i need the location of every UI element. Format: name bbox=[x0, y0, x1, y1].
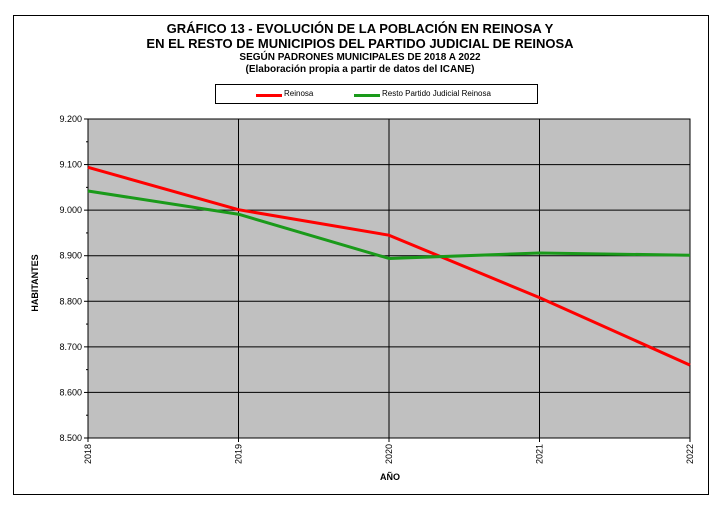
legend-label-resto: Resto Partido Judicial Reinosa bbox=[382, 89, 491, 98]
legend-swatch-reinosa bbox=[256, 94, 282, 97]
y-tick-label: 9.200 bbox=[59, 114, 82, 124]
y-tick-label: 8.700 bbox=[59, 342, 82, 352]
legend-swatch-resto bbox=[354, 94, 380, 97]
y-axis-label: HABITANTES bbox=[30, 254, 40, 311]
legend: Reinosa Resto Partido Judicial Reinosa bbox=[215, 84, 538, 104]
y-tick-label: 9.000 bbox=[59, 205, 82, 215]
chart-source-note: (Elaboración propia a partir de datos de… bbox=[245, 64, 475, 75]
chart-subtitle: SEGÚN PADRONES MUNICIPALES DE 2018 A 202… bbox=[239, 52, 481, 63]
legend-label-reinosa: Reinosa bbox=[284, 89, 314, 98]
y-tick-label: 8.900 bbox=[59, 251, 82, 261]
x-tick-label: 2019 bbox=[234, 444, 244, 464]
chart-title: GRÁFICO 13 - EVOLUCIÓN DE LA POBLACIÓN E… bbox=[166, 21, 554, 36]
x-axis-label: AÑO bbox=[380, 472, 400, 482]
x-tick-label: 2018 bbox=[83, 444, 93, 464]
y-tick-label: 8.600 bbox=[59, 387, 82, 397]
x-tick-label: 2020 bbox=[384, 444, 394, 464]
chart-title-line-2: EN EL RESTO DE MUNICIPIOS DEL PARTIDO JU… bbox=[146, 36, 574, 51]
x-tick-label: 2022 bbox=[685, 444, 695, 464]
y-tick-label: 8.500 bbox=[59, 433, 82, 443]
y-tick-label: 9.100 bbox=[59, 160, 82, 170]
x-tick-label: 2021 bbox=[535, 444, 545, 464]
y-tick-label: 8.800 bbox=[59, 296, 82, 306]
